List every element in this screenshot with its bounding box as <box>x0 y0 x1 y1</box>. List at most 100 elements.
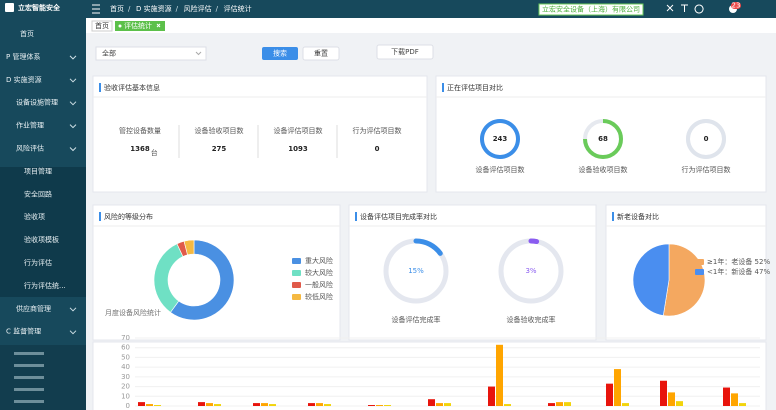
breadcrumb[interactable]: 评估统计 <box>224 4 252 13</box>
blurred-item <box>14 388 44 391</box>
chevron <box>69 307 77 312</box>
button-label[interactable]: 搜索 <box>273 49 287 58</box>
menu-item[interactable]: 项目管理 <box>24 166 52 175</box>
ring <box>583 119 623 159</box>
card-accent <box>99 212 101 221</box>
ring-value: 68 <box>598 135 608 143</box>
ring-value: 243 <box>493 135 508 143</box>
menu-item[interactable]: 安全回路 <box>24 189 52 198</box>
blurred-item <box>14 364 44 367</box>
breadcrumb[interactable]: 风险评估 <box>184 4 212 13</box>
menu-item[interactable]: 验收项模板 <box>24 235 59 244</box>
bar <box>253 403 260 406</box>
menu-item[interactable]: 行为评估统... <box>24 281 66 290</box>
legend-swatch <box>292 282 301 288</box>
card-title: 月度设备风险统计 <box>105 308 161 317</box>
bar <box>376 405 383 406</box>
tab-active[interactable] <box>115 21 165 31</box>
slice <box>632 243 670 316</box>
stat-label: 设备评估项目数 <box>274 126 323 135</box>
menu-item[interactable]: 供应商管理 <box>16 304 51 313</box>
tab[interactable] <box>91 20 113 32</box>
ring-label: 设备评估项目数 <box>476 165 525 174</box>
bar <box>269 404 276 406</box>
header-icon[interactable] <box>694 4 704 14</box>
breadcrumb[interactable]: 首页 <box>110 4 124 13</box>
bar <box>138 402 145 406</box>
menu-item[interactable]: 设备设施管理 <box>16 98 58 107</box>
select-value: 全部 <box>102 49 116 58</box>
gauge-value: 15% <box>408 267 424 275</box>
bar <box>614 369 621 406</box>
menu-item[interactable]: 验收项 <box>24 212 45 221</box>
menu-item[interactable]: 行为评估 <box>24 258 52 267</box>
hamburger <box>92 4 100 14</box>
tab-dot <box>118 24 122 28</box>
y-tick-label: 30 <box>121 373 130 381</box>
chevron <box>69 147 77 152</box>
breadcrumb-sep: / <box>128 5 131 13</box>
bar <box>324 404 331 406</box>
blurred-item <box>14 400 44 403</box>
bar <box>154 405 161 406</box>
chevron <box>69 101 77 106</box>
bar <box>384 405 391 406</box>
card <box>435 75 767 193</box>
blurred-item <box>14 352 44 355</box>
ring <box>686 119 726 159</box>
reset-button[interactable] <box>302 46 340 61</box>
header-icon[interactable] <box>681 4 688 12</box>
bar <box>676 401 683 406</box>
gauge-value: 3% <box>525 267 536 275</box>
bar <box>206 403 213 406</box>
ring-label: 行为评估项目数 <box>682 165 731 174</box>
search-button[interactable] <box>262 47 298 60</box>
legend-label: 较低风险 <box>305 292 333 301</box>
bar <box>731 393 738 406</box>
card <box>92 75 428 193</box>
legend-label: <1年：新设备 47% <box>707 267 770 276</box>
stat-value: 0 <box>375 145 380 153</box>
tab-label[interactable]: 评估统计 <box>124 21 152 30</box>
stat-label: 行为评估项目数 <box>353 126 402 135</box>
menu-item[interactable]: 风险评估 <box>16 144 44 153</box>
select[interactable] <box>95 46 207 61</box>
ring-value: 0 <box>704 135 709 143</box>
legend-label: 重大风险 <box>305 256 333 265</box>
bar <box>261 403 268 406</box>
header-icon[interactable] <box>666 4 674 12</box>
menu-item[interactable]: 作业管理 <box>16 121 44 130</box>
menu-item[interactable]: P 管理体系 <box>6 52 40 61</box>
button-label[interactable]: 重置 <box>314 50 328 58</box>
breadcrumb-sep: / <box>216 5 219 13</box>
legend-swatch <box>695 259 704 265</box>
chevron <box>69 55 77 60</box>
bar <box>444 403 451 406</box>
card-accent <box>355 212 357 221</box>
stat-value: 275 <box>212 145 227 153</box>
company-box <box>538 3 644 16</box>
bar <box>723 387 730 406</box>
bar <box>316 403 323 406</box>
legend-label: ≥1年：老设备 52% <box>707 257 770 266</box>
card-title: 设备评估项目完成率对比 <box>360 212 437 221</box>
button-label[interactable]: 下载PDF <box>391 47 419 56</box>
menu-item[interactable]: C 监督管理 <box>6 327 41 336</box>
company: 立宏安全设备（上海）有限公司 <box>542 5 640 14</box>
bar <box>428 399 435 406</box>
ring <box>480 119 520 159</box>
breadcrumb[interactable]: D 实施资源 <box>136 4 172 13</box>
tab-close[interactable] <box>156 23 161 28</box>
pdf-button[interactable] <box>376 44 434 60</box>
card-accent <box>99 83 101 92</box>
bar <box>622 403 629 406</box>
menu-item[interactable]: D 实施资源 <box>6 75 42 84</box>
stat-value: 1368 <box>130 145 150 153</box>
bar <box>668 392 675 406</box>
card-title: 验收评估基本信息 <box>104 83 160 92</box>
blurred-item <box>14 376 44 379</box>
bar <box>146 404 153 406</box>
bar <box>488 386 495 406</box>
menu-item[interactable]: 首页 <box>20 29 34 38</box>
tab-label[interactable]: 首页 <box>95 21 109 30</box>
